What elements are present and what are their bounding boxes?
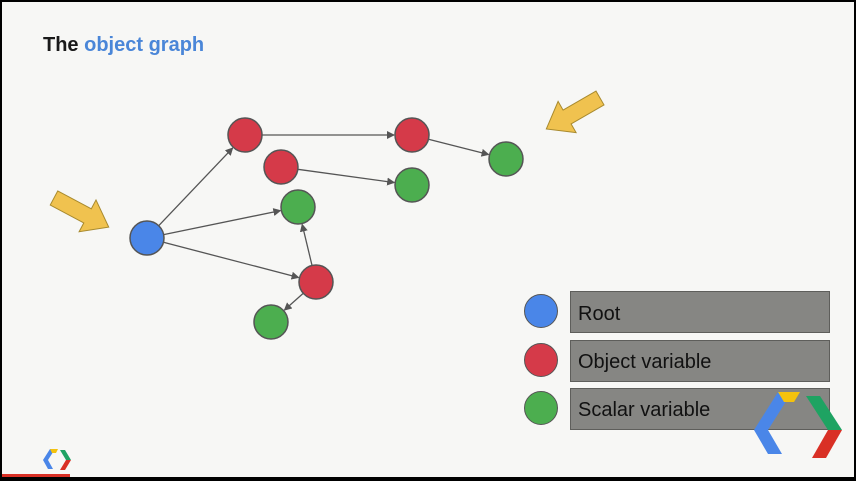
- node-sca-center: [280, 189, 316, 225]
- pointer-arrow-root: [49, 190, 110, 233]
- graph-pointers: [49, 90, 605, 233]
- node-obj-top: [227, 117, 263, 153]
- legend-dot-root: [524, 294, 558, 328]
- edge-obj-low-to-sca-center: [299, 223, 313, 266]
- node-root: [129, 220, 165, 256]
- pointer-arrow-sca-far-right: [545, 90, 605, 134]
- legend-label-object: Object variable: [578, 351, 712, 373]
- node-obj-mid: [263, 149, 299, 185]
- chrome-devtools-large-logo-icon: [754, 392, 842, 458]
- node-sca-far-right: [488, 141, 524, 177]
- slide-title: The object graph: [43, 34, 204, 57]
- edge-root-to-sca-center: [163, 208, 282, 236]
- edge-obj-mid-to-sca-right: [297, 168, 396, 186]
- title-prefix: The: [43, 34, 85, 56]
- node-sca-bottom: [253, 304, 289, 340]
- legend-dot-object: [524, 343, 558, 377]
- bottom-accent-bar: [2, 474, 70, 477]
- edge-obj-low-to-sca-bottom: [283, 292, 304, 311]
- legend-box-object: [570, 340, 830, 382]
- graph-edges: [158, 131, 490, 311]
- node-sca-right: [394, 167, 430, 203]
- legend-label-scalar: Scalar variable: [578, 399, 711, 421]
- edge-root-to-obj-low: [163, 241, 300, 280]
- title-highlight: object graph: [84, 34, 205, 56]
- node-obj-right: [394, 117, 430, 153]
- legend-label-root: Root: [578, 303, 621, 325]
- node-obj-low: [298, 264, 334, 300]
- legend-dot-scalar: [524, 391, 558, 425]
- edge-root-to-obj-top: [158, 147, 234, 227]
- chrome-devtools-small-logo-icon: [43, 449, 71, 470]
- legend-box-root: [570, 291, 830, 333]
- graph-nodes: [129, 117, 524, 340]
- edge-obj-right-to-sca-far-right: [428, 138, 490, 157]
